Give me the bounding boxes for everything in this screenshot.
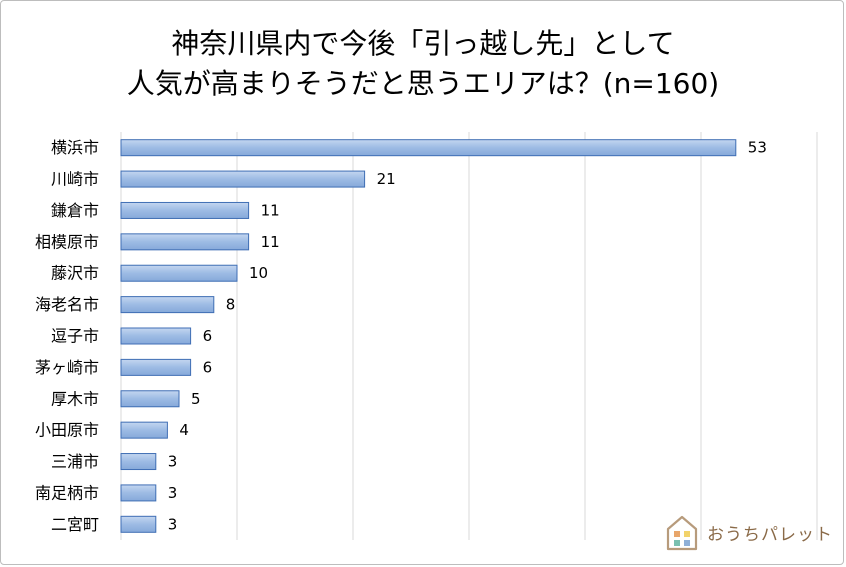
category-label: 横浜市 — [51, 138, 99, 157]
value-label: 3 — [168, 515, 178, 533]
chart-title-line-2: 人気が高まりそうだと思うエリアは？(n=160) — [126, 67, 720, 100]
category-labels: 横浜市川崎市鎌倉市相模原市藤沢市海老名市逗子市茅ヶ崎市厚木市小田原市三浦市南足柄… — [35, 138, 99, 534]
bar — [120, 264, 238, 282]
bar — [120, 233, 250, 251]
value-label: 3 — [168, 484, 178, 502]
category-label: 小田原市 — [35, 421, 99, 440]
value-label: 21 — [377, 170, 396, 188]
category-label: 相模原市 — [35, 232, 99, 251]
chart-title-line-1: 神奈川県内で今後「引っ越し先」として — [171, 27, 675, 60]
category-label: 海老名市 — [35, 295, 99, 314]
category-label: 鎌倉市 — [51, 201, 99, 220]
bar — [120, 358, 192, 376]
category-label: 茅ヶ崎市 — [35, 358, 99, 377]
bar — [120, 453, 157, 471]
value-label: 5 — [191, 390, 201, 408]
category-label: 三浦市 — [51, 452, 99, 471]
value-label: 11 — [261, 233, 280, 251]
value-label: 10 — [249, 264, 268, 282]
value-label: 53 — [748, 139, 767, 157]
bars — [120, 139, 737, 533]
bar — [120, 390, 180, 408]
value-label: 8 — [226, 296, 236, 314]
bar — [120, 327, 192, 345]
category-label: 川崎市 — [51, 170, 99, 189]
value-label: 6 — [203, 327, 213, 345]
bar — [120, 421, 168, 439]
bar — [120, 515, 157, 533]
bar — [120, 484, 157, 502]
bar — [120, 170, 366, 188]
category-label: 厚木市 — [51, 389, 99, 408]
chart-title: 神奈川県内で今後「引っ越し先」として 人気が高まりそうだと思うエリアは？(n=1… — [0, 24, 846, 104]
brand-logo-text: おうちパレット — [707, 524, 833, 545]
value-label: 11 — [261, 201, 280, 219]
bar — [120, 296, 215, 314]
value-label: 4 — [179, 421, 189, 439]
value-label: 6 — [203, 358, 213, 376]
grid-lines — [120, 132, 818, 540]
category-label: 南足柄市 — [35, 483, 99, 502]
value-label: 3 — [168, 453, 178, 471]
bar — [120, 139, 737, 157]
category-label: 逗子市 — [51, 327, 99, 346]
bar — [120, 201, 250, 219]
brand-logo: おうちパレット — [665, 512, 833, 552]
category-label: 二宮町 — [51, 515, 99, 534]
category-label: 藤沢市 — [51, 264, 99, 283]
house-logo-icon — [666, 515, 698, 551]
